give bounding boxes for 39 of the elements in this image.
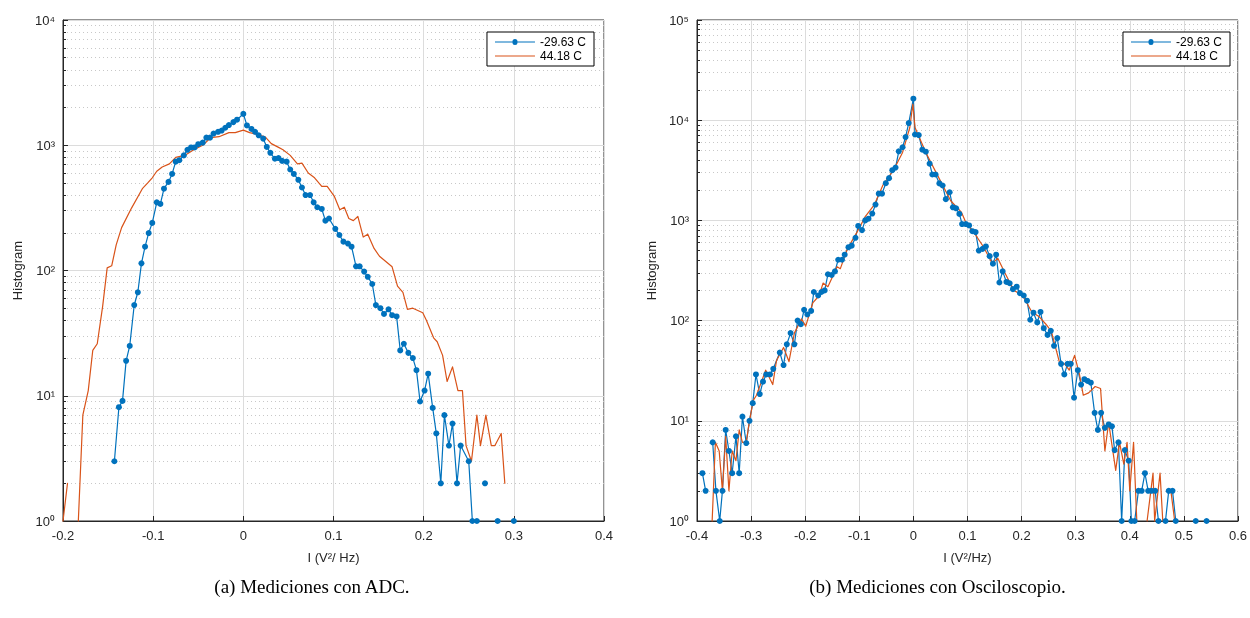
y-tick-label: 10⁵ <box>669 12 689 28</box>
x-axis-title: I (V²/ Hz) <box>307 550 360 565</box>
text: (b) Mediciones con Osciloscopio. <box>809 576 1066 598</box>
x-tick-label: 0.2 <box>1012 528 1031 543</box>
x-tick-label: 0.1 <box>324 528 343 543</box>
y-tick-label: 10¹ <box>670 413 690 429</box>
x-tick-label: -0.4 <box>685 528 709 543</box>
x-tick-label: 0.4 <box>594 528 614 543</box>
y-tick-label: 10⁰ <box>35 513 55 529</box>
x-tick-label: 0.4 <box>1120 528 1139 543</box>
x-tick-label: -0.1 <box>141 528 165 543</box>
x-tick-label: 0.1 <box>958 528 977 543</box>
y-tick-label: 10² <box>36 263 56 278</box>
y-tick-label: 10⁰ <box>669 513 689 529</box>
x-tick-label: 0.2 <box>414 528 433 543</box>
x-tick-label: 0.3 <box>1066 528 1085 543</box>
x-tick-label: -0.3 <box>739 528 763 543</box>
legend-label: 44.18 C <box>1175 49 1219 63</box>
x-tick-label: -0.1 <box>848 528 871 543</box>
y-tick-label: 10³ <box>36 137 56 153</box>
y-tick-label: 10⁴ <box>34 12 55 28</box>
legend-label: -29.63 C <box>539 35 587 49</box>
y-axis-title: Histogram <box>644 240 660 301</box>
text: (a) Mediciones con ADC. <box>214 576 410 598</box>
x-tick-label: 0 <box>239 528 247 543</box>
x-axis-title: I (V²/Hz) <box>943 550 992 565</box>
y-tick-label: 10⁴ <box>668 112 689 128</box>
y-tick-label: 10³ <box>670 212 690 228</box>
y-tick-label: 10² <box>670 313 690 329</box>
y-tick-label: 10¹ <box>36 388 56 404</box>
x-tick-label: 0 <box>909 528 917 543</box>
x-tick-label: 0.6 <box>1228 528 1247 543</box>
legend-label: 44.18 C <box>539 49 583 63</box>
x-tick-label: 0.5 <box>1174 528 1193 543</box>
x-tick-label: -0.2 <box>793 528 817 543</box>
x-tick-label: 0.3 <box>504 528 523 543</box>
legend-label: -29.63 C <box>1175 35 1223 49</box>
y-axis-title: Histogram <box>10 240 26 301</box>
x-tick-label: -0.2 <box>51 528 75 543</box>
